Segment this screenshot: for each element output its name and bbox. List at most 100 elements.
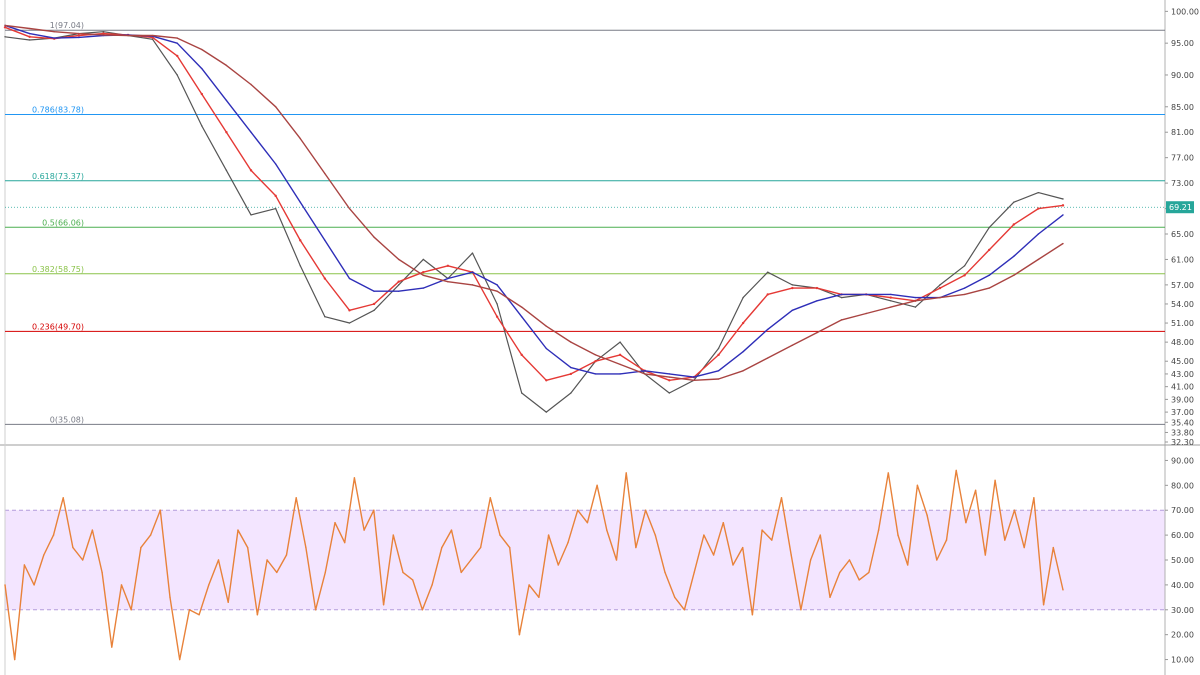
series-point: [668, 392, 671, 394]
series-point: [984, 554, 987, 556]
series-point: [4, 24, 6, 27]
series-point: [816, 331, 818, 334]
series-point: [988, 274, 990, 277]
series-point: [1062, 214, 1064, 216]
series-point: [33, 584, 35, 586]
y-tick-label: 57.00: [1171, 281, 1194, 290]
series-point: [890, 293, 892, 296]
series-point: [52, 534, 55, 536]
series-point: [4, 36, 6, 38]
series-point: [102, 31, 105, 33]
series-point: [496, 290, 498, 292]
series-point: [62, 497, 64, 499]
series-point: [489, 497, 492, 499]
series-point: [819, 534, 822, 536]
series-point: [1037, 233, 1040, 235]
series-point: [176, 42, 178, 44]
series-point: [447, 281, 449, 283]
series-point: [569, 372, 573, 376]
series-point: [450, 529, 453, 531]
series-point: [274, 106, 277, 108]
series-point: [974, 489, 977, 492]
series-point: [791, 344, 794, 347]
series-point: [460, 571, 462, 574]
series-point: [615, 559, 618, 561]
rsi-band: [5, 510, 1165, 610]
y-tick-label: 90.00: [1171, 71, 1194, 80]
series-point: [188, 609, 191, 611]
series-point: [868, 571, 870, 574]
series-point: [3, 26, 7, 29]
series-point: [323, 277, 327, 280]
series-point: [890, 306, 892, 308]
series-point: [877, 529, 880, 531]
fib-level-label: 0.236(49.70): [32, 322, 84, 331]
series-point: [305, 546, 307, 549]
series-point: [703, 534, 705, 536]
series-point: [914, 306, 917, 308]
y-tick-label: 65.00: [1171, 230, 1194, 239]
series-point: [127, 34, 129, 37]
series-point: [809, 559, 812, 561]
series-point: [963, 293, 966, 296]
series-point: [397, 258, 400, 261]
series-point: [421, 609, 424, 611]
series-point: [225, 64, 228, 67]
last-price-label: 69.21: [1169, 203, 1192, 212]
series-point: [741, 321, 745, 325]
series-point: [654, 534, 657, 536]
y-tick-label: 39.00: [1171, 395, 1194, 404]
series-point: [965, 521, 967, 524]
series-point: [431, 584, 433, 586]
series-point: [668, 376, 671, 378]
series-point: [994, 479, 996, 482]
y-tick-label: 35.40: [1171, 418, 1194, 427]
series-point: [1061, 204, 1065, 207]
series-point: [28, 27, 31, 30]
series-point: [570, 392, 572, 394]
series-point: [471, 252, 474, 254]
fib-level-label: 0(35.08): [50, 415, 84, 424]
series-point: [373, 509, 375, 511]
series-point: [829, 596, 831, 599]
series-point: [179, 658, 181, 661]
series-point: [668, 379, 671, 382]
series-point: [509, 546, 511, 549]
series-point: [800, 609, 802, 611]
series-point: [816, 300, 818, 302]
series-point: [1033, 497, 1035, 499]
series-point: [198, 614, 200, 616]
series-point: [717, 353, 720, 357]
series-point: [496, 284, 498, 286]
series-point: [130, 609, 132, 611]
series-point: [887, 472, 889, 474]
series-point: [373, 236, 375, 238]
series-point: [683, 609, 686, 611]
series-point: [324, 315, 326, 318]
series-point: [625, 472, 627, 474]
series-line: [4, 24, 1064, 381]
series-point: [520, 306, 523, 308]
series-point: [520, 392, 523, 394]
series-point: [140, 546, 142, 549]
series-point: [225, 131, 228, 134]
series-point: [528, 584, 530, 586]
series-point: [963, 274, 966, 277]
y-tick-label: 54.00: [1171, 300, 1194, 309]
series-point: [1037, 191, 1040, 194]
series-point: [250, 131, 252, 133]
series-point: [712, 554, 715, 556]
series-point: [594, 373, 597, 375]
series-point: [586, 521, 589, 524]
series-point: [201, 48, 203, 51]
series-point: [422, 287, 424, 289]
series-point: [674, 596, 676, 599]
series-point: [906, 564, 909, 566]
series-point: [373, 309, 375, 312]
series-point: [732, 564, 734, 566]
series-point: [447, 277, 449, 280]
series-point: [988, 287, 990, 289]
y-tick-label: 10.00: [1171, 656, 1194, 665]
